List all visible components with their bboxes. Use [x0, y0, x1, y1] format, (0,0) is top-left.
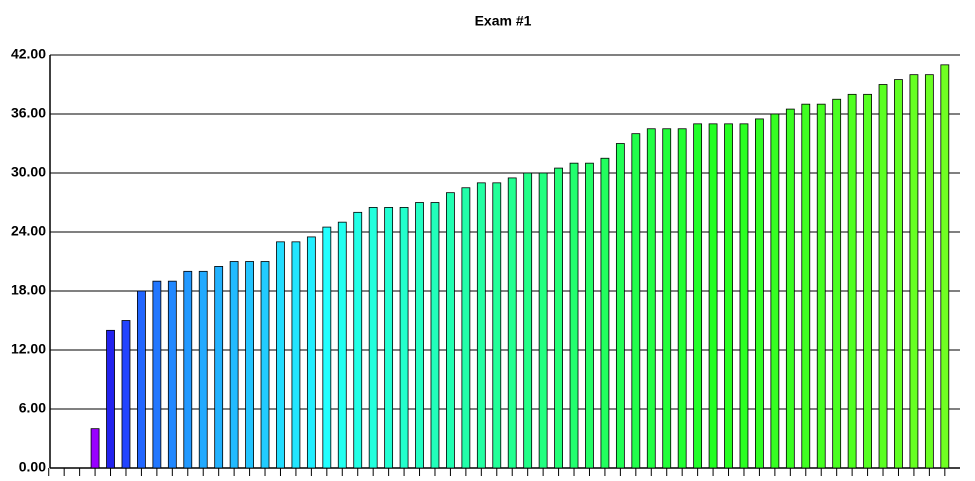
y-tick-label: 18.00: [11, 282, 46, 298]
bar: [631, 133, 641, 469]
bar: [538, 172, 548, 469]
bar: [461, 187, 471, 469]
y-tick-label: 0.00: [19, 459, 46, 475]
bar: [662, 128, 672, 469]
bar: [878, 84, 888, 469]
chart-title: Exam #1: [475, 13, 532, 29]
bar: [507, 177, 517, 469]
y-tick-label: 30.00: [11, 164, 46, 180]
bar: [353, 211, 363, 469]
y-tick-label: 42.00: [11, 46, 46, 62]
bar: [909, 74, 919, 469]
bar: [569, 162, 579, 469]
bar: [276, 241, 285, 469]
bar: [245, 261, 254, 469]
bar: [152, 280, 162, 469]
bar: [677, 128, 687, 469]
bar: [816, 103, 826, 469]
bar: [415, 202, 424, 469]
bar: [554, 167, 563, 469]
bar: [229, 261, 239, 469]
y-tick-label: 6.00: [19, 400, 46, 416]
bar: [739, 123, 749, 469]
bar: [106, 329, 115, 469]
bar: [785, 108, 795, 469]
bar: [322, 226, 332, 469]
bar: [183, 270, 193, 469]
bar: [523, 172, 533, 469]
bar: [291, 241, 301, 469]
bar: [693, 123, 703, 469]
bar: [600, 157, 610, 469]
bar: [337, 221, 347, 469]
bar: [446, 192, 455, 469]
bar: [847, 93, 857, 469]
y-tick-label: 36.00: [11, 105, 46, 121]
bar: [894, 79, 903, 469]
bar: [476, 182, 486, 469]
bar: [167, 280, 177, 469]
bar: [863, 93, 872, 469]
y-tick-label: 24.00: [11, 223, 46, 239]
bar: [137, 290, 146, 469]
y-tick-label: 12.00: [11, 341, 46, 357]
bar: [832, 98, 842, 469]
bar: [801, 103, 811, 469]
bar: [615, 143, 625, 469]
bar: [399, 207, 409, 469]
bar: [924, 74, 934, 469]
bar: [755, 118, 764, 469]
bar: [198, 270, 208, 469]
bar: [708, 123, 718, 469]
bar: [214, 266, 224, 469]
bar: [940, 64, 950, 469]
bar: [585, 162, 594, 469]
bar: [368, 207, 378, 469]
bar: [724, 123, 733, 469]
bar: [90, 428, 100, 469]
bar: [121, 320, 131, 469]
bar: [384, 207, 394, 469]
bar: [260, 261, 270, 469]
bar: [770, 113, 780, 469]
bar: [646, 128, 656, 469]
bar: [430, 202, 440, 469]
bar: [492, 182, 502, 469]
bar: [306, 236, 316, 469]
